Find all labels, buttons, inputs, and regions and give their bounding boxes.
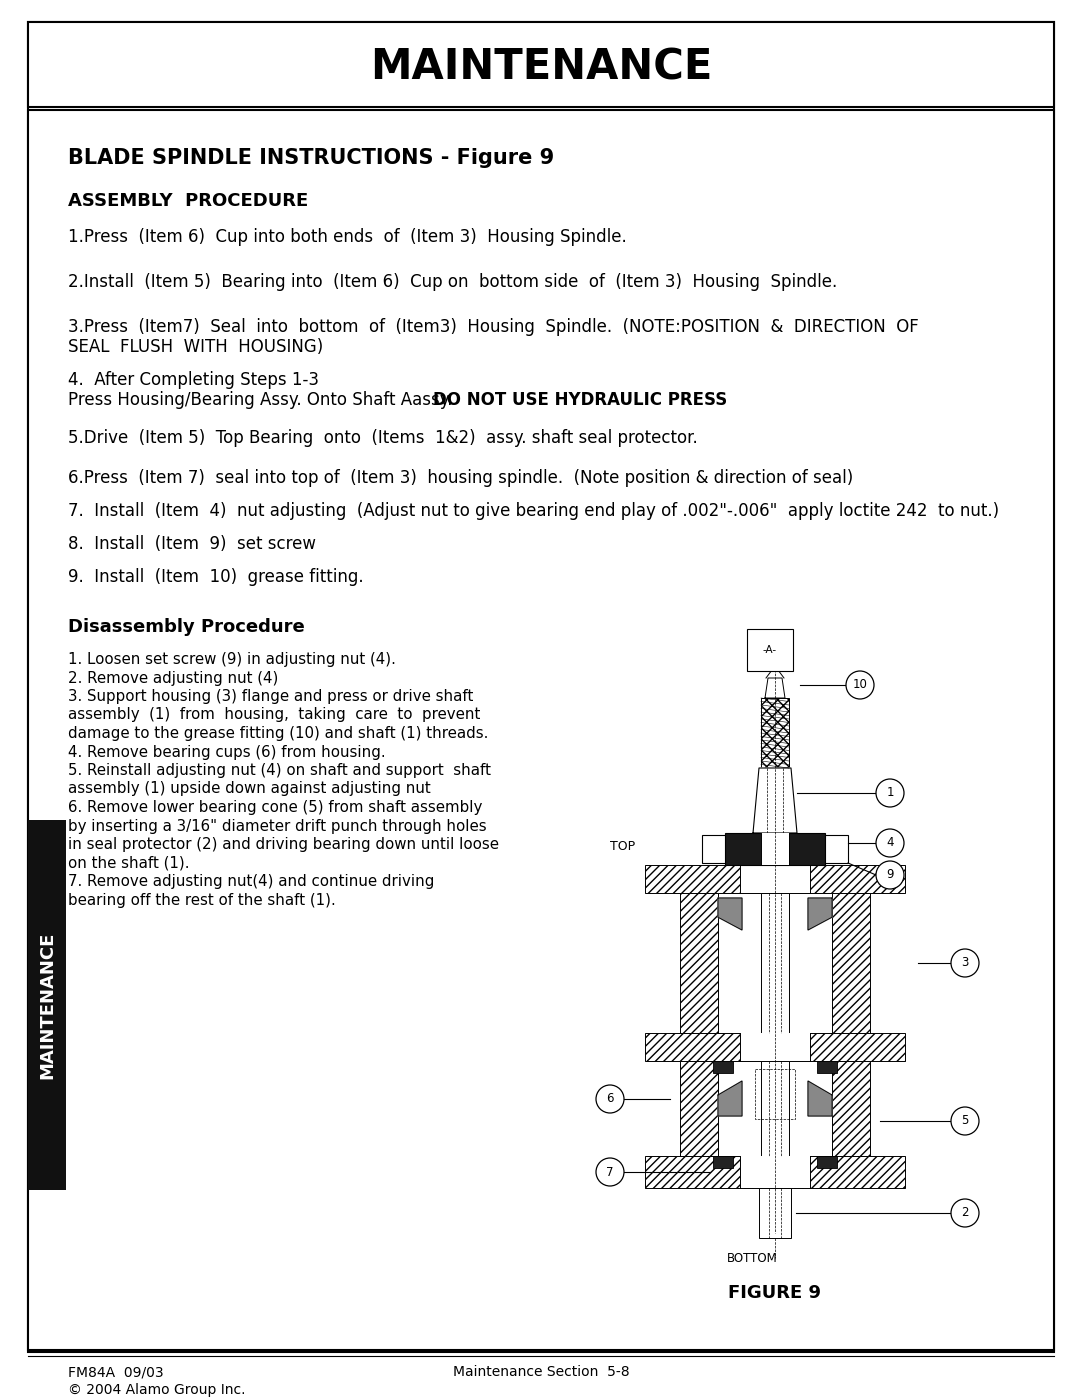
Bar (761, 698, 789, 768)
Text: -A-: -A- (762, 645, 778, 655)
Text: 5: 5 (961, 1115, 969, 1127)
Circle shape (876, 828, 904, 856)
Text: ASSEMBLY  PROCEDURE: ASSEMBLY PROCEDURE (68, 191, 308, 210)
Text: 4.  After Completing Steps 1-3: 4. After Completing Steps 1-3 (68, 372, 319, 388)
Bar (680, 893, 718, 1032)
Text: Disassembly Procedure: Disassembly Procedure (68, 617, 305, 636)
Polygon shape (808, 898, 832, 930)
Bar (820, 835, 848, 863)
Bar (28, 820, 66, 1190)
Text: Press Housing/Bearing Assy. Onto Shaft Aassy.: Press Housing/Bearing Assy. Onto Shaft A… (68, 391, 463, 409)
Text: 3. Support housing (3) flange and press or drive shaft: 3. Support housing (3) flange and press … (68, 689, 473, 704)
Polygon shape (718, 1081, 742, 1116)
Text: 3.Press  (Item7)  Seal  into  bottom  of  (Item3)  Housing  Spindle.  (NOTE:POSI: 3.Press (Item7) Seal into bottom of (Ite… (68, 319, 919, 337)
Text: in seal protector (2) and driving bearing down until loose: in seal protector (2) and driving bearin… (68, 837, 499, 852)
Text: 1. Loosen set screw (9) in adjusting nut (4).: 1. Loosen set screw (9) in adjusting nut… (68, 652, 396, 666)
Text: 3: 3 (961, 957, 969, 970)
Bar (816, 1155, 837, 1168)
Text: 4: 4 (887, 837, 894, 849)
Polygon shape (766, 666, 784, 678)
Text: FIGURE 9: FIGURE 9 (729, 1284, 822, 1302)
Bar (761, 893, 789, 1032)
Circle shape (951, 1199, 978, 1227)
Text: 7.  Install  (Item  4)  nut adjusting  (Adjust nut to give bearing end play of .: 7. Install (Item 4) nut adjusting (Adjus… (68, 502, 999, 520)
Circle shape (876, 861, 904, 888)
Bar (740, 865, 810, 893)
Bar (702, 835, 730, 863)
Text: MAINTENANCE: MAINTENANCE (38, 932, 56, 1078)
Bar (645, 865, 905, 893)
Text: bearing off the rest of the shaft (1).: bearing off the rest of the shaft (1). (68, 893, 336, 908)
Text: 8.  Install  (Item  9)  set screw: 8. Install (Item 9) set screw (68, 535, 316, 553)
Text: BLADE SPINDLE INSTRUCTIONS - Figure 9: BLADE SPINDLE INSTRUCTIONS - Figure 9 (68, 148, 554, 168)
Circle shape (951, 949, 978, 977)
Bar (740, 1155, 810, 1187)
Text: FM84A  09/03: FM84A 09/03 (68, 1365, 164, 1379)
Text: by inserting a 3/16" diameter drift punch through holes: by inserting a 3/16" diameter drift punc… (68, 819, 487, 834)
Polygon shape (718, 898, 742, 930)
Text: 9: 9 (887, 869, 894, 882)
Circle shape (876, 780, 904, 807)
Circle shape (596, 1085, 624, 1113)
Text: assembly (1) upside down against adjusting nut: assembly (1) upside down against adjusti… (68, 781, 431, 796)
Text: 1.Press  (Item 6)  Cup into both ends  of  (Item 3)  Housing Spindle.: 1.Press (Item 6) Cup into both ends of (… (68, 228, 626, 246)
Bar (816, 1060, 837, 1073)
Polygon shape (753, 768, 797, 833)
Bar (713, 1155, 733, 1168)
Bar (832, 1060, 870, 1155)
Text: 2: 2 (961, 1207, 969, 1220)
Text: © 2004 Alamo Group Inc.: © 2004 Alamo Group Inc. (68, 1383, 245, 1397)
Polygon shape (808, 1081, 832, 1116)
Text: damage to the grease fitting (10) and shaft (1) threads.: damage to the grease fitting (10) and sh… (68, 726, 488, 740)
Bar (645, 1155, 905, 1187)
Text: 4. Remove bearing cups (6) from housing.: 4. Remove bearing cups (6) from housing. (68, 745, 386, 760)
Circle shape (846, 671, 874, 698)
Circle shape (951, 1106, 978, 1134)
Bar (725, 833, 825, 865)
Text: DO NOT USE HYDRAULIC PRESS: DO NOT USE HYDRAULIC PRESS (433, 391, 727, 409)
Bar (759, 1187, 791, 1238)
Text: BOTTOM: BOTTOM (727, 1252, 778, 1266)
Bar (713, 1060, 733, 1073)
Bar (718, 893, 832, 1032)
Text: on the shaft (1).: on the shaft (1). (68, 855, 189, 870)
Bar (832, 893, 870, 1032)
Text: 7. Remove adjusting nut(4) and continue driving: 7. Remove adjusting nut(4) and continue … (68, 875, 434, 888)
Polygon shape (765, 678, 785, 698)
Text: MAINTENANCE: MAINTENANCE (369, 46, 712, 88)
Circle shape (596, 1158, 624, 1186)
Text: 6: 6 (606, 1092, 613, 1105)
Text: 2.Install  (Item 5)  Bearing into  (Item 6)  Cup on  bottom side  of  (Item 3)  : 2.Install (Item 5) Bearing into (Item 6)… (68, 272, 837, 291)
Text: 2. Remove adjusting nut (4): 2. Remove adjusting nut (4) (68, 671, 279, 686)
Text: 10: 10 (852, 679, 867, 692)
Bar (28, 22, 1054, 108)
Text: 7: 7 (606, 1165, 613, 1179)
Text: assembly  (1)  from  housing,  taking  care  to  prevent: assembly (1) from housing, taking care t… (68, 707, 481, 722)
Bar (740, 1032, 810, 1060)
Text: TOP: TOP (610, 841, 635, 854)
Bar (680, 1060, 718, 1155)
Text: 1: 1 (887, 787, 894, 799)
Text: 9.  Install  (Item  10)  grease fitting.: 9. Install (Item 10) grease fitting. (68, 569, 364, 585)
Text: SEAL  FLUSH  WITH  HOUSING): SEAL FLUSH WITH HOUSING) (68, 338, 323, 356)
Bar (761, 833, 789, 865)
Text: 5. Reinstall adjusting nut (4) on shaft and support  shaft: 5. Reinstall adjusting nut (4) on shaft … (68, 763, 491, 778)
Text: 6.Press  (Item 7)  seal into top of  (Item 3)  housing spindle.  (Note position : 6.Press (Item 7) seal into top of (Item … (68, 469, 853, 488)
Bar (645, 1032, 905, 1060)
Text: 5.Drive  (Item 5)  Top Bearing  onto  (Items  1&2)  assy. shaft seal protector.: 5.Drive (Item 5) Top Bearing onto (Items… (68, 429, 698, 447)
Text: Maintenance Section  5-8: Maintenance Section 5-8 (453, 1365, 630, 1379)
Bar (718, 1060, 832, 1155)
Text: 6. Remove lower bearing cone (5) from shaft assembly: 6. Remove lower bearing cone (5) from sh… (68, 800, 483, 814)
Bar (761, 1060, 789, 1155)
Bar (28, 110, 1054, 1350)
